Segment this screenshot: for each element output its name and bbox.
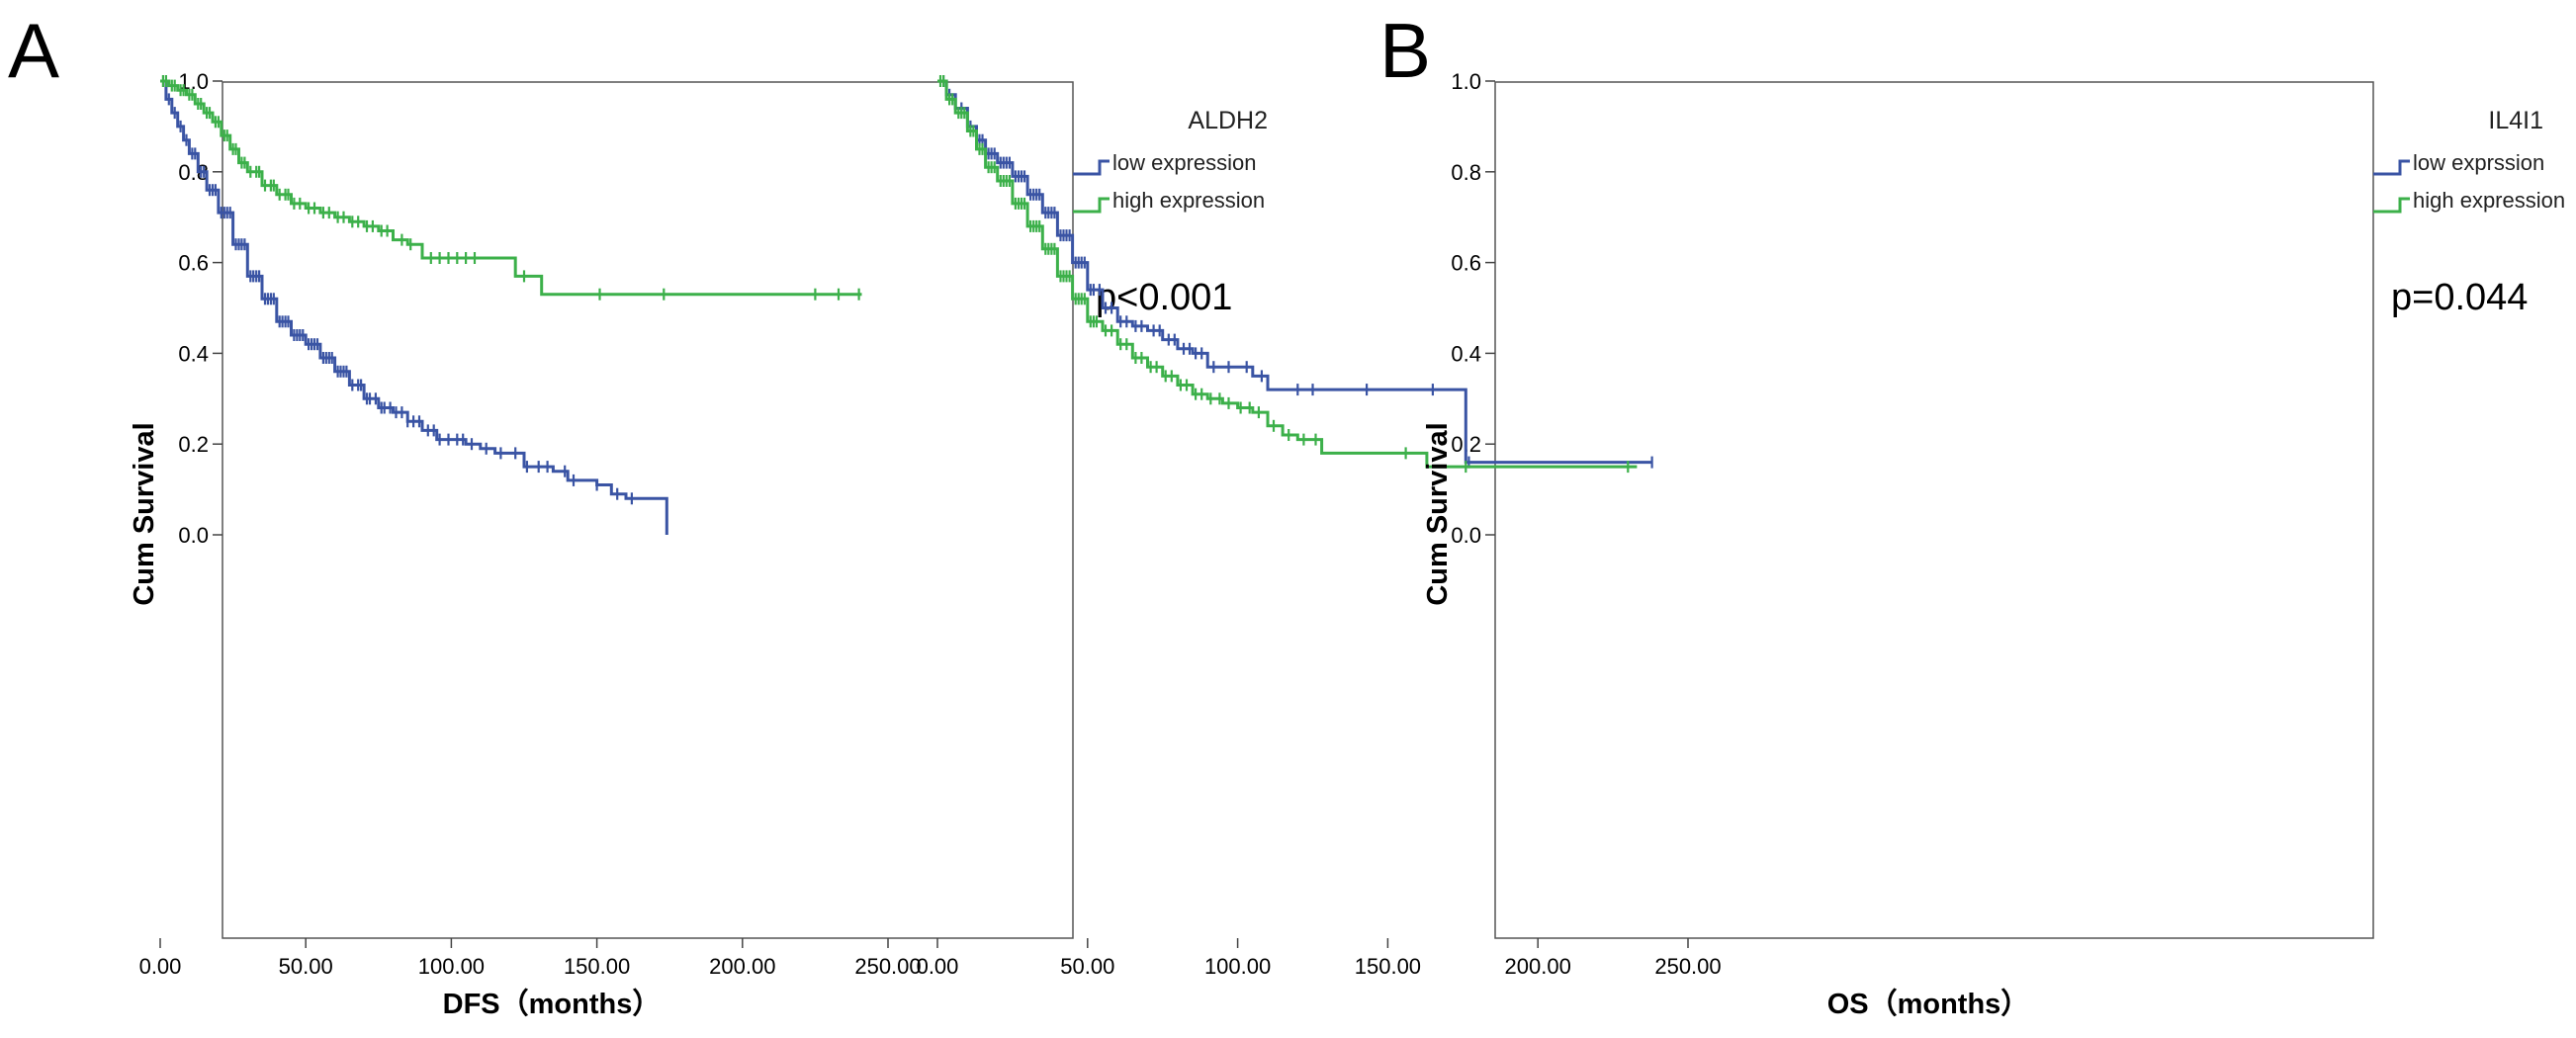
survival-curve-b-low [937,79,1652,465]
panel-letter-b: B [1379,7,1431,94]
x-tick-label: 100.00 [418,954,485,979]
x-tick-labels-b: 0.00 50.00 100.00 150.00 200.00 250.00 [917,954,1722,979]
survival-curves-b [937,75,1653,474]
survival-curve-b-high [937,79,1638,469]
y-tick-label: 0.4 [1451,341,1481,366]
legend-label-a-low: low expression [1112,150,1257,175]
legend-label-b-high: high expression [2413,188,2565,213]
plot-frame-a [222,81,1074,939]
y-tick-label: 0.8 [1451,160,1481,185]
y-tick-labels-a: 0.00.20.40.60.81.0 [178,69,209,548]
y-tick-label: 0.0 [178,523,209,548]
plot-frame-b [1494,81,2374,939]
x-tick-label: 50.00 [1060,954,1114,979]
survival-curve-a-high [160,79,862,297]
x-tick-label: 150.00 [1355,954,1421,979]
p-value-b: p=0.044 [2391,277,2528,318]
legend-a: ALDH2 low expression high expression [1073,107,1268,214]
y-tick-label: 0.6 [1451,251,1481,276]
legend-label-b-low: low exprssion [2413,150,2544,175]
x-tick-label: 200.00 [709,954,775,979]
y-tick-label: 0.0 [1451,523,1481,548]
y-axis-title-b: Cum Survival [1422,422,1454,605]
panel-a: A 0.00 50.00 100.00 150.00 200.00 250.00 0.00… [8,7,1268,1020]
x-axis-title-a: DFS（months） [443,988,662,1020]
axis-ticks-b [936,80,1689,948]
x-axis-title-b: OS（months） [1827,988,2030,1020]
x-tick-label: 100.00 [1204,954,1271,979]
x-tick-label: 0.00 [917,954,959,979]
x-tick-label: 0.00 [139,954,182,979]
x-tick-label: 250.00 [854,954,921,979]
legend-title-a: ALDH2 [1188,107,1268,134]
y-axis-title-a: Cum Survival [129,422,160,605]
x-tick-label: 200.00 [1505,954,1571,979]
x-tick-label: 50.00 [279,954,333,979]
axis-ticks-a [159,80,889,948]
legend-swatch-a-low [1073,159,1110,176]
x-tick-labels-a: 0.00 50.00 100.00 150.00 200.00 250.00 [139,954,922,979]
survival-curve-a-low [160,79,668,535]
legend-swatch-b-low [2373,159,2410,176]
y-tick-label: 0.4 [178,341,209,366]
x-tick-label: 250.00 [1654,954,1721,979]
legend-swatch-a-high [1073,197,1110,214]
survival-curves-a [160,75,862,535]
x-tick-label: 150.00 [564,954,630,979]
panel-letter-a: A [8,7,59,94]
legend-swatch-b-high [2373,197,2410,214]
panel-b: B 0.00 50.00 100.00 150.00 200.00 250.00 0.00… [917,7,2566,1020]
legend-b: IL4I1 low exprssion high expression [2373,107,2565,214]
y-tick-labels-b: 0.00.20.40.60.81.0 [1451,69,1481,548]
y-tick-label: 0.6 [178,251,209,276]
legend-title-b: IL4I1 [2488,107,2543,134]
legend-label-a-high: high expression [1112,188,1265,213]
y-tick-label: 1.0 [1451,69,1481,94]
y-tick-label: 0.2 [178,432,209,457]
